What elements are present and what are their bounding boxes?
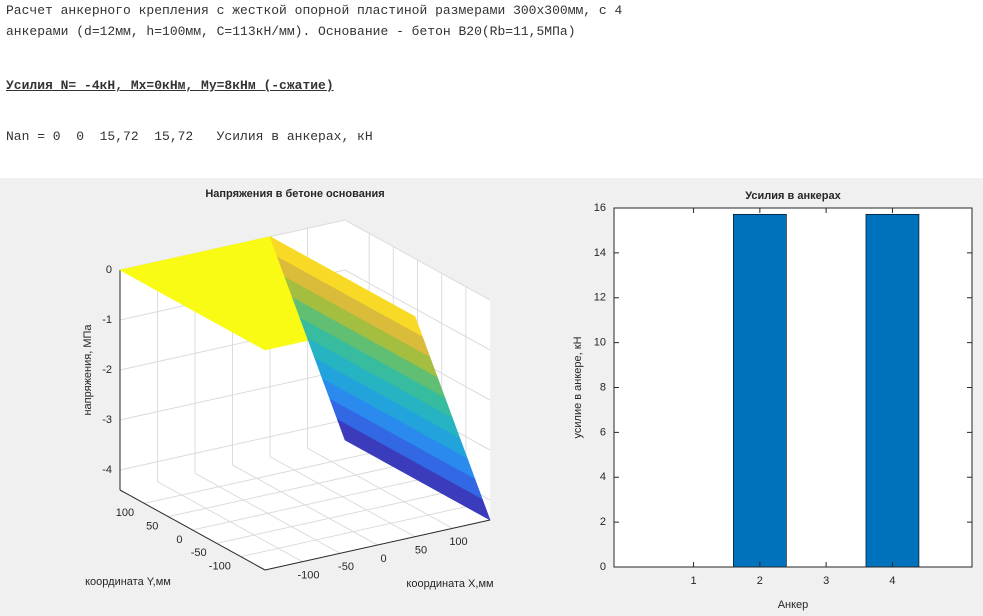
y-tick-label: -50 — [191, 547, 207, 559]
y-tick-label: 10 — [594, 337, 606, 349]
z-tick-label: 0 — [106, 264, 112, 276]
x-tick-label: 0 — [380, 553, 386, 565]
grid-line — [344, 219, 491, 301]
bar — [865, 213, 920, 568]
x-axis-label: Анкер — [778, 599, 809, 611]
y-tick-label: 4 — [600, 471, 606, 483]
text-line: Расчет анкерного крепления с жесткой опо… — [6, 3, 623, 18]
grid-line — [192, 479, 418, 531]
y-tick-label: 50 — [146, 521, 158, 533]
z-tick-label: -2 — [102, 364, 112, 376]
y-tick-label: 14 — [594, 247, 606, 259]
grid-line — [168, 466, 394, 518]
y-tick-label: 12 — [594, 292, 606, 304]
axes-box — [613, 207, 973, 568]
y-tick-label: 100 — [116, 507, 134, 519]
z-tick-label: -1 — [102, 314, 112, 326]
y-tick-label: 2 — [600, 516, 606, 528]
x-tick-label: 1 — [690, 575, 696, 587]
result-line: Nan = 0 0 15,72 15,72 Усилия в анкерах, … — [6, 129, 373, 144]
y-tick-label: 8 — [600, 381, 606, 393]
grid-line — [344, 269, 491, 351]
x-tick-label: 4 — [889, 575, 895, 587]
z-tick-label: -4 — [102, 464, 112, 476]
z-axis-label: напряжения, МПа — [82, 324, 94, 416]
chart-title: Напряжения в бетоне основания — [205, 188, 384, 200]
surface-patch — [336, 419, 491, 521]
grid-line — [240, 506, 466, 558]
z-tick-label: -3 — [102, 414, 112, 426]
bar — [733, 213, 787, 568]
y-axis-label: усилие в анкере, кН — [572, 336, 584, 438]
x-axis-label: координата X,мм — [406, 578, 493, 590]
axis-line — [264, 519, 491, 571]
x-tick-label: 3 — [823, 575, 829, 587]
grid-line — [216, 492, 442, 544]
x-tick-label: 100 — [449, 536, 467, 548]
heading: Усилия N= -4кН, Mx=0кНм, My=8кНм (-сжати… — [6, 78, 334, 93]
text-line: анкерами (d=12мм, h=100мм, C=113кН/мм). … — [6, 24, 576, 39]
chart-title: Усилия в анкерах — [745, 190, 841, 202]
y-tick-label: 0 — [600, 561, 606, 573]
y-axis-label: координата Y,мм — [85, 576, 171, 588]
y-tick-label: -100 — [209, 561, 231, 573]
axis-line — [119, 489, 266, 571]
x-tick-label: -50 — [338, 561, 354, 573]
x-tick-label: 50 — [415, 545, 427, 557]
y-tick-label: 0 — [176, 534, 182, 546]
y-tick-label: 6 — [600, 426, 606, 438]
grid-line — [119, 419, 346, 471]
grid-line — [144, 452, 370, 504]
x-tick-label: 2 — [757, 575, 763, 587]
x-tick-label: -100 — [297, 570, 319, 582]
y-tick-label: 16 — [594, 202, 606, 214]
grid-line — [119, 369, 346, 421]
